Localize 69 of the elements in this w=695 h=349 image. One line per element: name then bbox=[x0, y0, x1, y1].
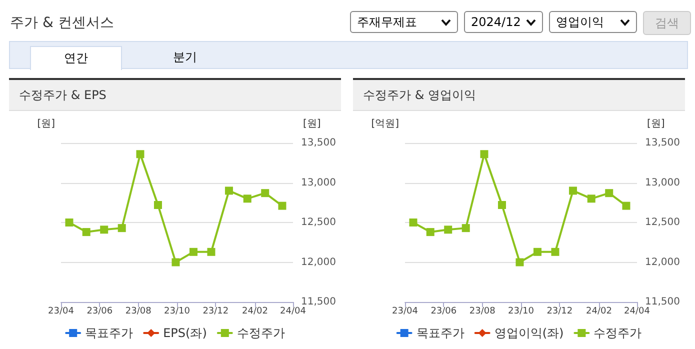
point bbox=[207, 248, 216, 256]
y2-tick-label: 11,500 bbox=[645, 296, 680, 308]
text: 주재무제표 bbox=[357, 14, 417, 30]
y-axis-title: [억원] bbox=[371, 118, 400, 130]
point bbox=[498, 201, 506, 210]
x-tick-label: 24/02 bbox=[586, 306, 612, 316]
point bbox=[587, 194, 596, 203]
y2-tick-label: 12,000 bbox=[301, 256, 336, 268]
point bbox=[118, 224, 126, 232]
point bbox=[426, 228, 434, 236]
y2-tick-label: 12,000 bbox=[645, 256, 680, 268]
x-tick-label: 24/02 bbox=[242, 306, 268, 316]
x-tick-label: 23/10 bbox=[164, 306, 190, 316]
point bbox=[100, 226, 108, 234]
chart-title: 수정주가 & EPS bbox=[9, 78, 341, 111]
y-axis-title: [원] bbox=[37, 118, 56, 130]
text: 주가 & 컨센서스 bbox=[10, 14, 114, 32]
legend-label: 목표주가 bbox=[85, 326, 134, 340]
point bbox=[533, 248, 542, 256]
point bbox=[551, 248, 560, 256]
point bbox=[516, 258, 524, 266]
point bbox=[409, 218, 418, 226]
text: 분기 bbox=[172, 49, 198, 66]
x-tick-label: 24/04 bbox=[280, 306, 306, 316]
point bbox=[224, 186, 233, 195]
y2-axis-title: [원] bbox=[647, 118, 665, 130]
point bbox=[82, 228, 90, 236]
point bbox=[154, 201, 162, 210]
point bbox=[65, 218, 74, 226]
y2-tick-label: 12,500 bbox=[301, 217, 336, 228]
x-tick-label: 23/12 bbox=[546, 306, 573, 316]
point bbox=[480, 150, 488, 158]
point bbox=[278, 202, 286, 210]
text: 2024/12 bbox=[471, 15, 521, 29]
point bbox=[622, 202, 630, 210]
text: 영업이익 bbox=[556, 14, 604, 30]
text: 검색 bbox=[643, 11, 691, 35]
y2-tick-label: 13,000 bbox=[645, 177, 680, 188]
y2-tick-label: 13,500 bbox=[301, 138, 336, 148]
point bbox=[462, 224, 470, 232]
x-tick-label: 23/12 bbox=[202, 306, 229, 316]
legend-label: EPS(좌) bbox=[163, 326, 207, 340]
legend-label: 수정주가 bbox=[236, 326, 285, 340]
x-tick-label: 23/06 bbox=[86, 306, 113, 316]
x-tick-label: 23/04 bbox=[392, 306, 418, 316]
point bbox=[605, 189, 614, 198]
legend-label: 목표주가 bbox=[416, 326, 464, 340]
x-tick-label: 23/10 bbox=[508, 306, 534, 316]
legend-label: 영업이익(좌) bbox=[494, 326, 564, 340]
chart-title: 수정주가 & 영업이익 bbox=[353, 78, 685, 111]
x-tick-label: 23/06 bbox=[430, 306, 457, 316]
point bbox=[243, 194, 252, 203]
y2-tick-label: 12,500 bbox=[645, 217, 680, 228]
x-tick-label: 23/08 bbox=[469, 306, 496, 316]
legend-label: 수정주가 bbox=[594, 326, 642, 340]
y2-tick-label: 13,000 bbox=[301, 177, 336, 188]
point bbox=[172, 258, 180, 266]
x-tick-label: 23/08 bbox=[125, 306, 152, 316]
y2-tick-label: 11,500 bbox=[301, 296, 336, 308]
point bbox=[568, 186, 577, 195]
point bbox=[261, 189, 270, 198]
x-tick-label: 24/04 bbox=[624, 306, 650, 316]
point bbox=[444, 226, 452, 234]
y2-tick-label: 13,500 bbox=[645, 138, 680, 148]
point bbox=[189, 248, 198, 256]
text: 연간 bbox=[30, 46, 122, 70]
y2-axis-title: [원] bbox=[303, 118, 321, 130]
point bbox=[136, 150, 144, 158]
x-tick-label: 23/04 bbox=[48, 306, 74, 316]
